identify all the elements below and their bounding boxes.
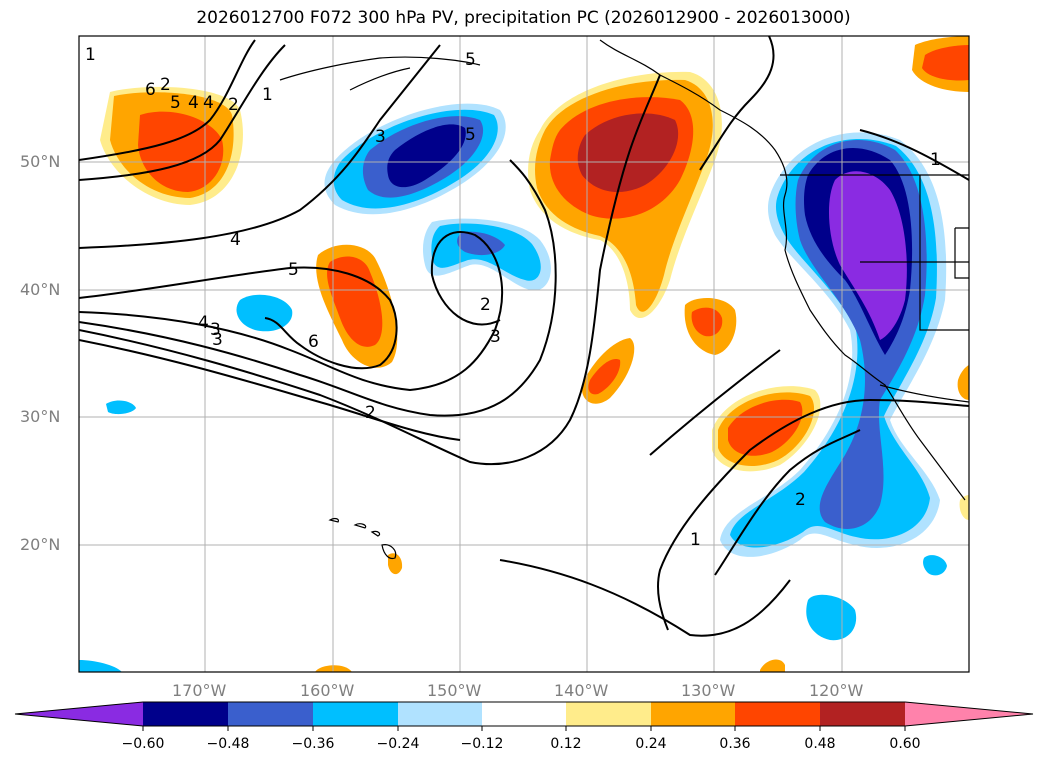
precip-positive-blob <box>728 399 803 456</box>
colorbar-cell <box>651 702 735 726</box>
colorbar-tick-label: −0.48 <box>206 736 250 752</box>
pv-contours <box>79 36 969 637</box>
contour-label: 5 <box>288 260 299 280</box>
map-title: 2026012700 F072 300 hPa PV, precipitatio… <box>196 8 851 28</box>
precip-positive-blob <box>957 365 969 400</box>
contour-label: 4 <box>188 93 199 113</box>
precip-negative-blob <box>79 660 122 672</box>
lon-tick-label: 170°W <box>172 681 227 700</box>
colorbar-cell <box>735 702 820 726</box>
lat-tick-label: 30°N <box>20 407 61 426</box>
precip-negative-blob <box>457 231 505 256</box>
colorbar-tick-label: 0.48 <box>804 736 836 752</box>
precipitation-fill <box>79 36 969 672</box>
lon-tick-label: 160°W <box>300 681 355 700</box>
colorbar-tick-label: 0.12 <box>550 736 582 752</box>
lon-tick-label: 150°W <box>427 681 482 700</box>
precip-positive-blob <box>691 307 723 337</box>
contour-label: 6 <box>308 332 319 352</box>
contour-label: 3 <box>375 127 386 147</box>
precip-positive-blob <box>138 111 224 192</box>
lon-tick-label: 130°W <box>681 681 736 700</box>
colorbar-tick-label: −0.60 <box>121 736 165 752</box>
contour-label: 1 <box>85 45 96 65</box>
map-frame <box>78 35 970 673</box>
contour-label: 5 <box>465 50 476 70</box>
lon-tick-label: 140°W <box>554 681 609 700</box>
lat-tick-label: 40°N <box>20 280 61 299</box>
colorbar-cell <box>820 702 905 726</box>
precip-negative-blob <box>387 124 466 188</box>
colorbar-cell <box>228 702 313 726</box>
contour-label: 3 <box>210 320 221 340</box>
precip-positive-blob <box>577 113 679 193</box>
colorbar-cell <box>482 702 566 726</box>
precip-positive-blob <box>922 45 969 81</box>
precip-positive-blob <box>588 359 621 395</box>
colorbar-cell <box>398 702 482 726</box>
contour-label: 1 <box>262 85 273 105</box>
lat-tick-label: 20°N <box>20 535 61 554</box>
contour-label: 2 <box>480 295 491 315</box>
hawaii-islands <box>328 517 397 560</box>
contour-label: 1 <box>690 530 701 550</box>
contour-label: 4 <box>230 230 241 250</box>
precip-positive-blob <box>327 256 383 347</box>
contour-label: 6 <box>145 80 156 100</box>
contour-label: 4 <box>198 313 209 333</box>
colorbar-tick-label: 0.36 <box>719 736 751 752</box>
contour-label: 5 <box>465 125 476 145</box>
contour-label: 2 <box>160 75 171 95</box>
precip-negative-blob <box>236 294 293 332</box>
contour-label: 2 <box>228 95 239 115</box>
precip-negative-blob <box>828 171 907 340</box>
contour-label: 1 <box>930 150 941 170</box>
contour-label: 5 <box>170 93 181 113</box>
precip-negative-blob <box>106 400 136 415</box>
colorbar <box>14 701 1034 731</box>
precip-negative-blob <box>806 594 857 641</box>
contour-label: 3 <box>212 330 223 350</box>
colorbar-cell <box>313 702 398 726</box>
colorbar-tick-label: −0.24 <box>376 736 420 752</box>
coastlines <box>279 39 969 501</box>
contour-label: 4 <box>203 93 214 113</box>
map-gridlines <box>79 36 969 672</box>
colorbar-tick-label: −0.36 <box>291 736 335 752</box>
lon-tick-label: 120°W <box>809 681 864 700</box>
precip-negative-blob <box>923 555 947 576</box>
colorbar-cell <box>566 702 651 726</box>
colorbar-cell <box>905 702 1033 726</box>
colorbar-cell <box>143 702 228 726</box>
lat-tick-label: 50°N <box>20 152 61 171</box>
contour-label: 2 <box>795 490 806 510</box>
colorbar-tick-label: 0.60 <box>889 736 921 752</box>
contour-labels: 1 2 3 4 5 6 5 4 2 1 3 5 4 5 4 3 6 2 3 2 … <box>85 45 941 550</box>
contour-label: 3 <box>490 327 501 347</box>
colorbar-tick-label: 0.24 <box>635 736 667 752</box>
colorbar-cell <box>15 702 143 726</box>
precip-positive-blob <box>760 659 785 672</box>
precip-positive-blob <box>959 495 969 520</box>
colorbar-tick-label: −0.12 <box>460 736 504 752</box>
contour-label: 2 <box>365 403 376 423</box>
